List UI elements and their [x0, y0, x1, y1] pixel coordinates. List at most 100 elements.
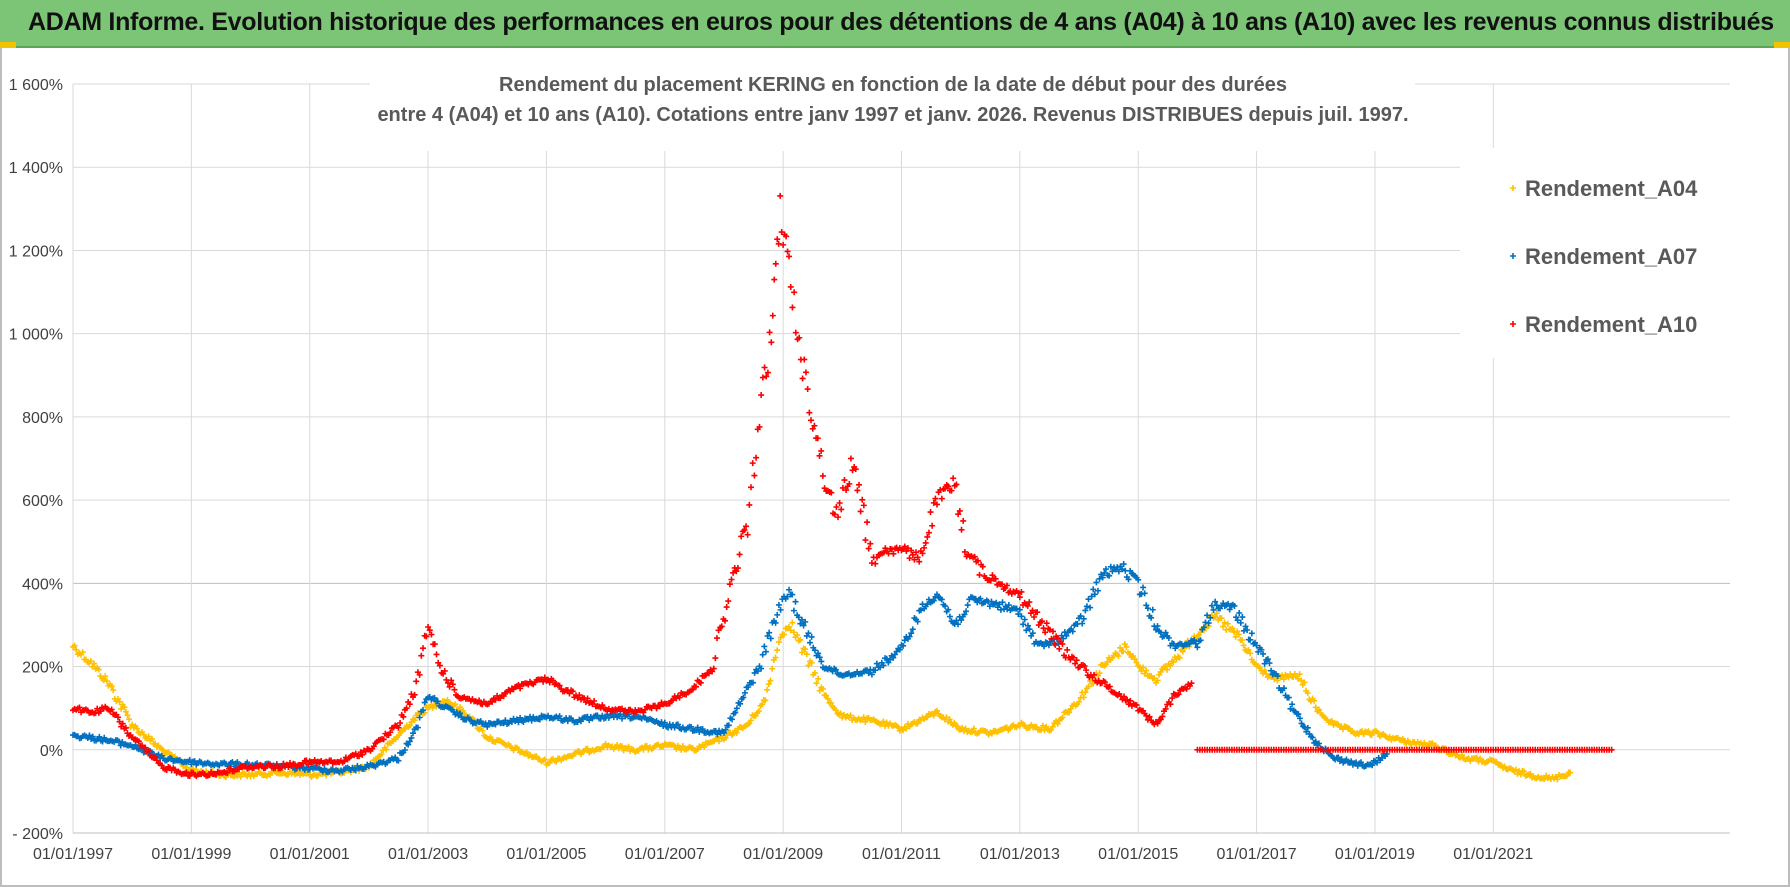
- data-point: [1369, 762, 1376, 769]
- data-point: [1303, 728, 1310, 735]
- data-point: [515, 746, 522, 753]
- data-point: [1197, 637, 1204, 644]
- y-tick-label: 800%: [22, 410, 63, 427]
- data-point: [726, 581, 733, 588]
- data-point: [734, 565, 741, 572]
- data-point: [1512, 766, 1519, 773]
- data-point: [720, 729, 727, 736]
- y-tick-label: 1 200%: [9, 243, 63, 260]
- data-point: [930, 499, 937, 506]
- data-point: [1459, 752, 1466, 759]
- data-point: [811, 669, 818, 676]
- data-point: [818, 658, 825, 665]
- data-point: [1016, 594, 1023, 601]
- data-point: [1102, 679, 1109, 686]
- x-tick-label: 01/01/2003: [388, 846, 468, 863]
- data-point: [1072, 660, 1079, 667]
- data-point: [823, 692, 830, 699]
- data-point: [428, 631, 435, 638]
- legend-item-rendement-a04: Rendement_A04: [1510, 176, 1698, 201]
- data-point: [599, 702, 606, 709]
- data-point: [116, 698, 123, 705]
- data-point: [380, 736, 387, 743]
- data-point: [738, 533, 745, 540]
- data-point: [749, 460, 756, 467]
- data-point: [1127, 697, 1134, 704]
- data-point: [431, 641, 438, 648]
- data-point: [1154, 677, 1161, 684]
- chart-title-line2: entre 4 (A04) et 10 ans (A10). Cotations…: [377, 104, 1408, 126]
- data-point: [1191, 637, 1198, 644]
- y-tick-label: 200%: [22, 660, 63, 677]
- data-point: [1076, 698, 1083, 705]
- data-point: [1247, 650, 1254, 657]
- data-point: [76, 704, 83, 711]
- data-point: [1210, 606, 1217, 613]
- data-point: [599, 712, 606, 719]
- data-point: [767, 635, 774, 642]
- data-point: [775, 240, 782, 247]
- chart-title-line1: Rendement du placement KERING en fonctio…: [499, 74, 1287, 96]
- data-point: [699, 726, 706, 733]
- data-point: [945, 606, 952, 613]
- data-point: [434, 698, 441, 705]
- data-point: [444, 679, 451, 686]
- legend-item-rendement-a10: Rendement_A10: [1510, 312, 1697, 337]
- data-point: [589, 701, 596, 708]
- data-point: [108, 706, 115, 713]
- data-point: [436, 662, 443, 669]
- data-point: [886, 656, 893, 663]
- data-point: [893, 648, 900, 655]
- data-point: [769, 665, 776, 672]
- data-point: [772, 619, 779, 626]
- data-point: [1432, 742, 1439, 749]
- data-point: [937, 486, 944, 493]
- data-point: [110, 687, 117, 694]
- data-point: [938, 596, 945, 603]
- data-point: [517, 685, 524, 692]
- data-point: [890, 654, 897, 661]
- data-point: [401, 746, 408, 753]
- data-point: [946, 716, 953, 723]
- x-axis-ticks: 01/01/1997 01/01/1999 01/01/2001 01/01/2003…: [33, 846, 1533, 863]
- data-point: [1312, 738, 1319, 745]
- data-point: [1020, 621, 1027, 628]
- data-point: [953, 481, 960, 488]
- data-point: [880, 718, 887, 725]
- y-tick-label: 0%: [40, 743, 63, 760]
- data-point: [550, 677, 557, 684]
- data-point: [489, 698, 496, 705]
- data-point: [1212, 598, 1219, 605]
- data-point: [960, 517, 967, 524]
- x-tick-label: 01/01/2015: [1098, 846, 1178, 863]
- data-point: [1119, 566, 1126, 573]
- data-point: [815, 675, 822, 682]
- data-point: [1298, 677, 1305, 684]
- data-point: [1049, 723, 1056, 730]
- data-point: [728, 576, 735, 583]
- data-point: [1148, 614, 1155, 621]
- data-point: [1026, 626, 1033, 633]
- data-point: [862, 718, 869, 725]
- chart-points: [70, 192, 1615, 783]
- data-point: [961, 611, 968, 618]
- data-point: [1114, 564, 1121, 571]
- data-point: [1143, 602, 1150, 609]
- data-point: [1080, 694, 1087, 701]
- data-point: [867, 540, 874, 547]
- data-point: [908, 630, 915, 637]
- data-point: [911, 556, 918, 563]
- data-point: [772, 260, 779, 267]
- data-point: [755, 708, 762, 715]
- data-point: [1015, 611, 1022, 618]
- data-point: [813, 680, 820, 687]
- x-tick-label: 01/01/2009: [743, 846, 823, 863]
- data-point: [974, 557, 981, 564]
- data-point: [1234, 617, 1241, 624]
- data-point: [938, 495, 945, 502]
- data-point: [883, 655, 890, 662]
- data-point: [1554, 776, 1561, 783]
- data-point: [909, 626, 916, 633]
- data-point: [787, 627, 794, 634]
- data-point: [134, 725, 141, 732]
